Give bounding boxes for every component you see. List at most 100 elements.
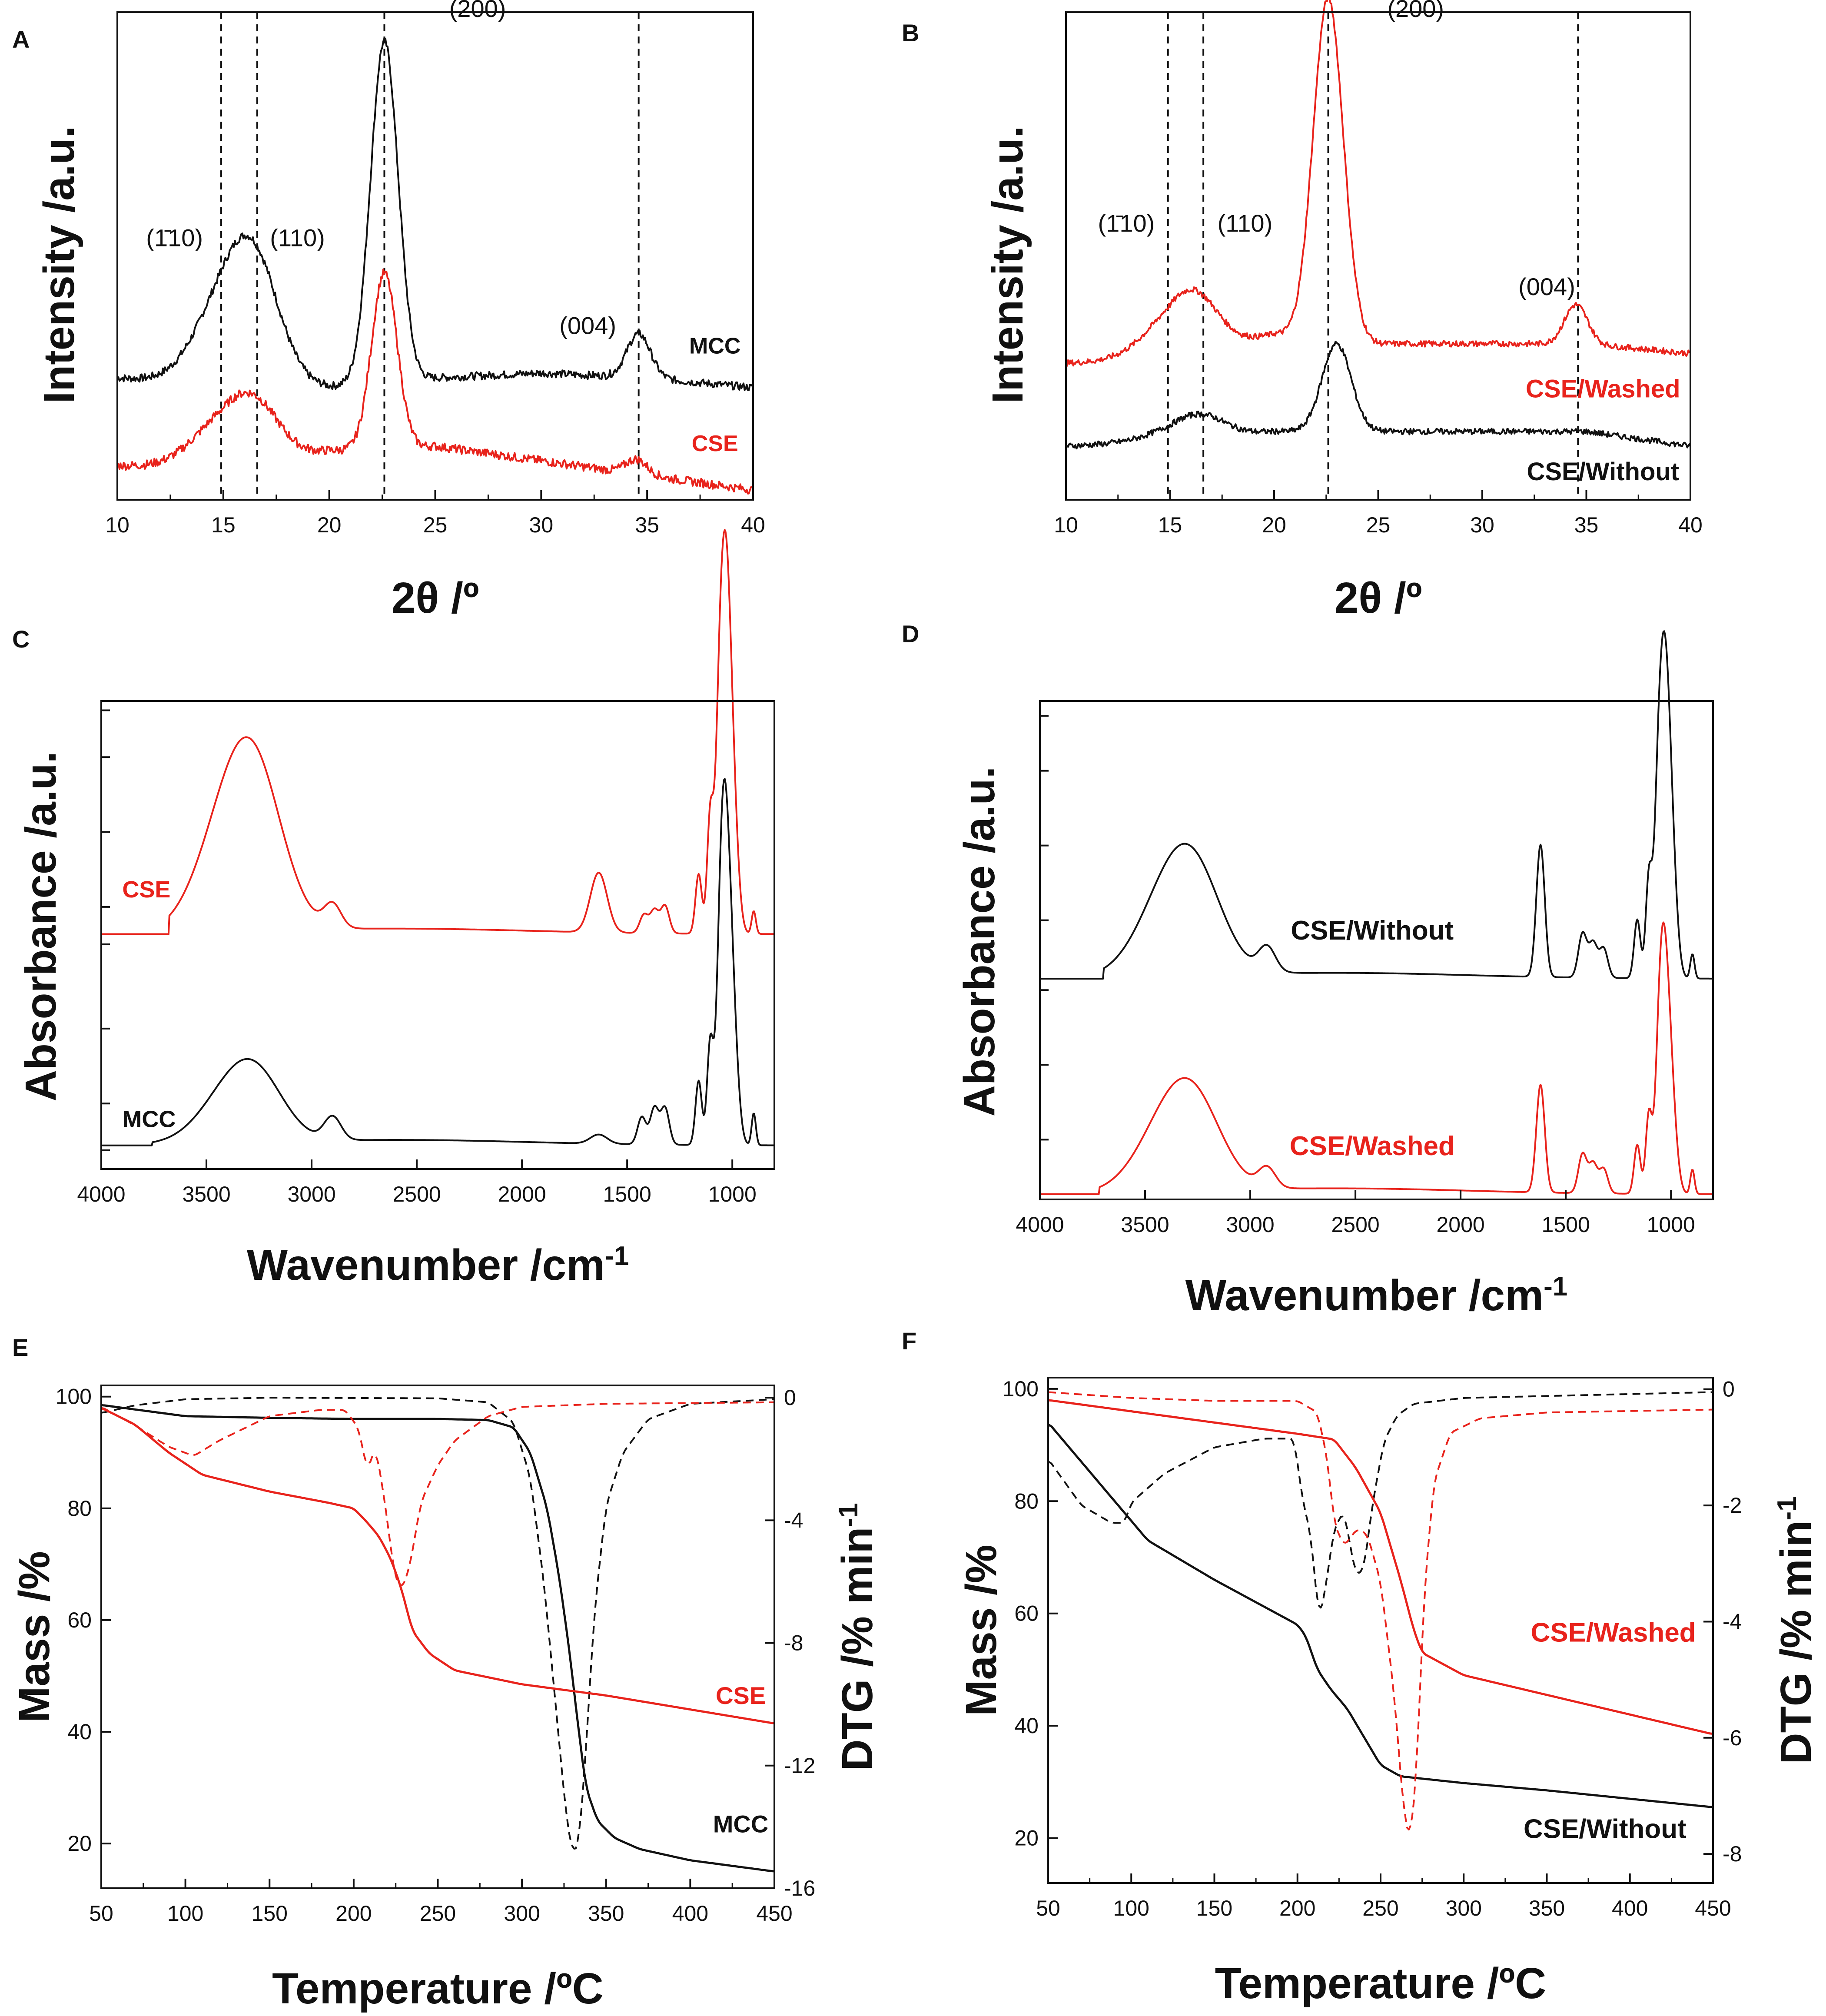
x-tick-label: 25	[423, 513, 448, 537]
y-axis-title: Absorbance /a.u.	[17, 751, 65, 1102]
y-tick-label: 20	[67, 1831, 92, 1856]
y2-axis-title: DTG /% min-1	[833, 1503, 882, 1770]
series-line-cse	[116, 268, 754, 495]
peak-annotation: (1̄10)	[146, 224, 203, 252]
y2label-text: DTG /% min	[1772, 1521, 1820, 1764]
series-line-cse-without-mass	[1047, 1423, 1713, 1808]
series-line-mcc-mass	[101, 1404, 775, 1873]
series-label: CSE/Without	[1527, 458, 1679, 486]
y-axis-title: Mass /%	[957, 1544, 1006, 1716]
y2label-superscript: -1	[1772, 1496, 1802, 1520]
panel-letter-b: B	[902, 19, 919, 46]
series-line-mcc	[101, 778, 775, 1146]
y2-tick-label: -2	[1723, 1493, 1742, 1518]
x-tick-label: 150	[252, 1901, 288, 1926]
panel-a-xrd-mcc-cse: MCC CSE (1̄10) (110) (200) (004) 10 15 20 25 30 35 4…	[35, 0, 765, 622]
panel-letter-e: E	[12, 1334, 28, 1361]
y-axis-title: Mass /%	[10, 1551, 59, 1723]
x-tick-label: 2500	[1331, 1212, 1379, 1237]
y2-tick-label: -4	[784, 1508, 803, 1532]
x-tick-label: 50	[1036, 1896, 1060, 1920]
panel-letter-a: A	[12, 26, 30, 53]
x-tick-label: 200	[335, 1901, 372, 1926]
series-label: CSE/Washed	[1531, 1617, 1696, 1647]
x-tick-label: 20	[1262, 513, 1286, 537]
x-tick-label: 1000	[708, 1182, 757, 1206]
panel-d-ftir-cse-treatments: CSE/Without CSE/Washed 4000 3500 3000 2500 200…	[955, 630, 1714, 1320]
ylabel-text: Mass /%	[957, 1544, 1006, 1716]
y2-tick-label: 0	[1723, 1377, 1735, 1402]
y-tick-label: 40	[67, 1720, 92, 1744]
panel-letter-d: D	[902, 620, 919, 648]
series-line-cse-without	[1065, 341, 1691, 450]
series-label: CSE/Washed	[1290, 1131, 1455, 1161]
x-axis-title: 2θ /º	[1335, 574, 1422, 622]
x-axis-title: Temperature /ºC	[272, 1964, 604, 2013]
peak-annotation: (200)	[449, 0, 506, 22]
peak-annotation: (004)	[559, 312, 616, 339]
series-label: CSE	[692, 431, 738, 456]
y-tick-label: 80	[1014, 1489, 1039, 1513]
series-label: CSE	[122, 877, 170, 903]
series-label: CSE/Washed	[1526, 375, 1680, 403]
peak-annotation: (110)	[1218, 209, 1273, 237]
panel-e-tga-mcc-cse: CSE MCC 50 100 150 200 250 300 350 400 450 20 40 60 80…	[10, 1385, 882, 2013]
x-tick-label: 350	[1529, 1896, 1565, 1920]
y2-tick-label: 0	[784, 1385, 796, 1410]
x-axis-title-superscript: -1	[1544, 1272, 1567, 1302]
y-tick-label: 100	[1003, 1377, 1039, 1401]
series-line-cse-washed	[1066, 0, 1691, 367]
panel-c-ftir-mcc-cse: CSE MCC 4000 3500 3000 2500 2000 1500 1000 Wavenu…	[17, 529, 775, 1289]
x-tick-label: 40	[741, 513, 765, 537]
x-tick-label: 150	[1196, 1896, 1232, 1920]
x-tick-label: 40	[1678, 513, 1703, 537]
y-axis-title: Intensity /a.u.	[983, 126, 1032, 403]
series-label: CSE/Without	[1291, 916, 1454, 946]
series-label: MCC	[122, 1106, 176, 1132]
x-tick-label: 350	[588, 1901, 624, 1926]
y2-axis-title: DTG /% min-1	[1772, 1496, 1820, 1764]
x-axis-title-text: 2θ /º	[1335, 574, 1422, 622]
y2-tick-label: -6	[1723, 1726, 1742, 1750]
x-tick-label: 2500	[392, 1182, 441, 1206]
series-line-mcc-dtg	[101, 1397, 775, 1850]
series-line-cse-without-dtg	[1047, 1391, 1713, 1609]
series-label: CSE	[716, 1682, 766, 1709]
peak-annotation: (004)	[1518, 273, 1575, 300]
x-axis-title-text: Wavenumber /cm	[247, 1241, 605, 1289]
x-tick-label: 4000	[77, 1182, 125, 1206]
plot-frame-c	[100, 700, 775, 1170]
y2-tick-label: -12	[784, 1754, 815, 1778]
ylabel-text: Intensity /a.u.	[983, 126, 1032, 403]
x-tick-label: 100	[1113, 1896, 1149, 1920]
x-tick-label: 3500	[182, 1182, 230, 1206]
y-tick-label: 60	[67, 1608, 92, 1632]
x-axis-title-text: Temperature /ºC	[272, 1964, 604, 2013]
x-tick-label: 3000	[1226, 1212, 1274, 1237]
y2label-superscript: -1	[833, 1503, 863, 1527]
x-tick-label: 400	[1612, 1896, 1648, 1920]
y-tick-label: 60	[1014, 1601, 1039, 1626]
x-tick-label: 100	[167, 1901, 203, 1926]
x-axis-title: Wavenumber /cm-1	[1185, 1271, 1567, 1320]
y2-tick-label: -16	[784, 1876, 815, 1900]
x-tick-label: 3500	[1121, 1212, 1169, 1237]
series-line-mcc	[117, 37, 754, 391]
x-axis-title-text: 2θ /º	[392, 574, 479, 622]
x-tick-label: 35	[635, 513, 659, 537]
x-tick-label: 300	[1446, 1896, 1482, 1920]
y-tick-label: 100	[56, 1385, 92, 1409]
x-tick-label: 15	[1158, 513, 1182, 537]
ylabel-text: Intensity /a.u.	[35, 126, 83, 403]
x-tick-label: 200	[1279, 1896, 1315, 1920]
series-line-cse	[101, 529, 775, 935]
y-tick-label: 80	[67, 1496, 92, 1521]
x-tick-label: 2000	[498, 1182, 546, 1206]
x-axis-title: 2θ /º	[392, 574, 479, 622]
y-axis-title: Absorbance /a.u.	[955, 767, 1004, 1117]
x-tick-label: 35	[1574, 513, 1599, 537]
panel-letter-c: C	[12, 625, 30, 653]
x-axis-title: Temperature /ºC	[1215, 1959, 1547, 2008]
x-axis-title-text: Temperature /ºC	[1215, 1959, 1547, 2008]
